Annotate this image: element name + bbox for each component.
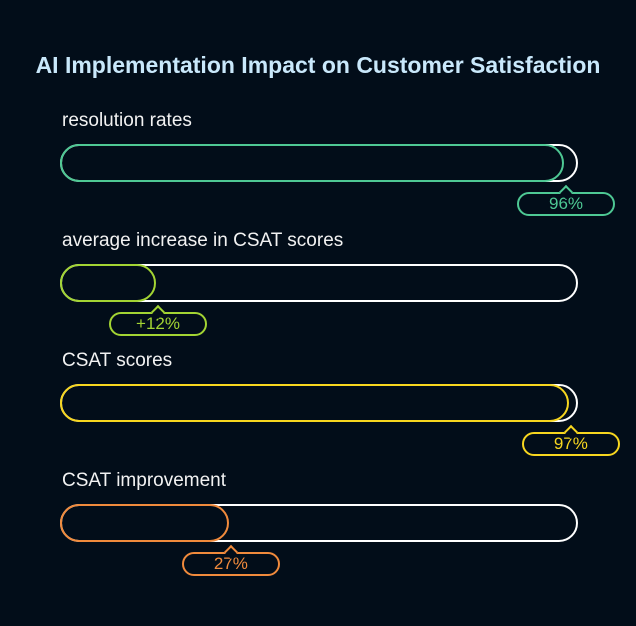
bar-fill [60,504,229,542]
bar-label: CSAT improvement [62,470,227,491]
value-badge: 27% [181,552,280,576]
chart-title: AI Implementation Impact on Customer Sat… [35,52,601,78]
value-badge: 96% [517,192,615,216]
bar-fill [60,384,569,422]
bar-fill [60,144,564,182]
bar-label: average increase in CSAT scores [62,230,344,251]
bar-track [60,504,578,542]
bar-label: CSAT scores [62,350,173,371]
bar-label: resolution rates [62,110,192,131]
value-badge: +12% [109,312,207,336]
value-badge: 97% [521,432,620,456]
bar-fill [60,264,156,302]
bar-track [60,144,578,182]
bar-track [60,264,578,302]
bar-track [60,384,578,422]
